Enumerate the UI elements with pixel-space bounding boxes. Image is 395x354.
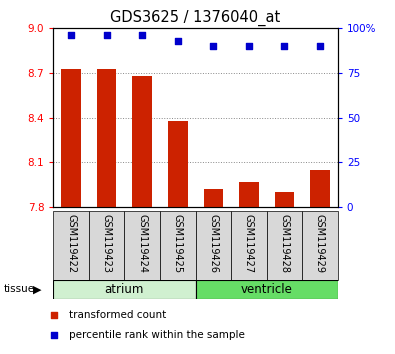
Point (51, 333, 58, 338)
Bar (89, 211, 124, 280)
Text: GSM119422: GSM119422 (66, 214, 76, 273)
Bar (231, 211, 267, 280)
Bar (239, 182, 259, 207)
Point (139, 33, 145, 38)
Bar (310, 170, 330, 207)
Text: GSM119425: GSM119425 (173, 214, 183, 273)
Text: transformed count: transformed count (70, 310, 167, 320)
Text: GSM119423: GSM119423 (102, 214, 112, 273)
Bar (61, 69, 81, 207)
Bar (203, 189, 223, 207)
Bar (275, 192, 294, 207)
Point (317, 44, 323, 49)
Bar (53, 211, 89, 280)
Bar (97, 69, 117, 207)
Bar (168, 121, 188, 207)
Text: GSM119426: GSM119426 (208, 214, 218, 273)
Text: atrium: atrium (105, 283, 144, 296)
Title: GDS3625 / 1376040_at: GDS3625 / 1376040_at (110, 9, 281, 25)
Text: GSM119428: GSM119428 (279, 214, 290, 273)
Bar (124, 211, 160, 280)
Text: GSM119424: GSM119424 (137, 214, 147, 273)
Text: percentile rank within the sample: percentile rank within the sample (70, 330, 245, 341)
Text: ▶: ▶ (33, 284, 41, 295)
Point (281, 44, 288, 49)
Bar (132, 76, 152, 207)
Bar (53, 280, 196, 299)
Point (103, 33, 110, 38)
Text: GSM119427: GSM119427 (244, 214, 254, 273)
Bar (267, 211, 302, 280)
Point (51, 312, 58, 318)
Bar (160, 211, 196, 280)
Point (246, 44, 252, 49)
Bar (302, 211, 338, 280)
Bar (196, 280, 338, 299)
Point (68, 33, 74, 38)
Bar (196, 211, 231, 280)
Point (175, 38, 181, 44)
Point (210, 44, 216, 49)
Text: tissue: tissue (4, 284, 35, 295)
Text: GSM119429: GSM119429 (315, 214, 325, 273)
Text: ventricle: ventricle (241, 283, 293, 296)
